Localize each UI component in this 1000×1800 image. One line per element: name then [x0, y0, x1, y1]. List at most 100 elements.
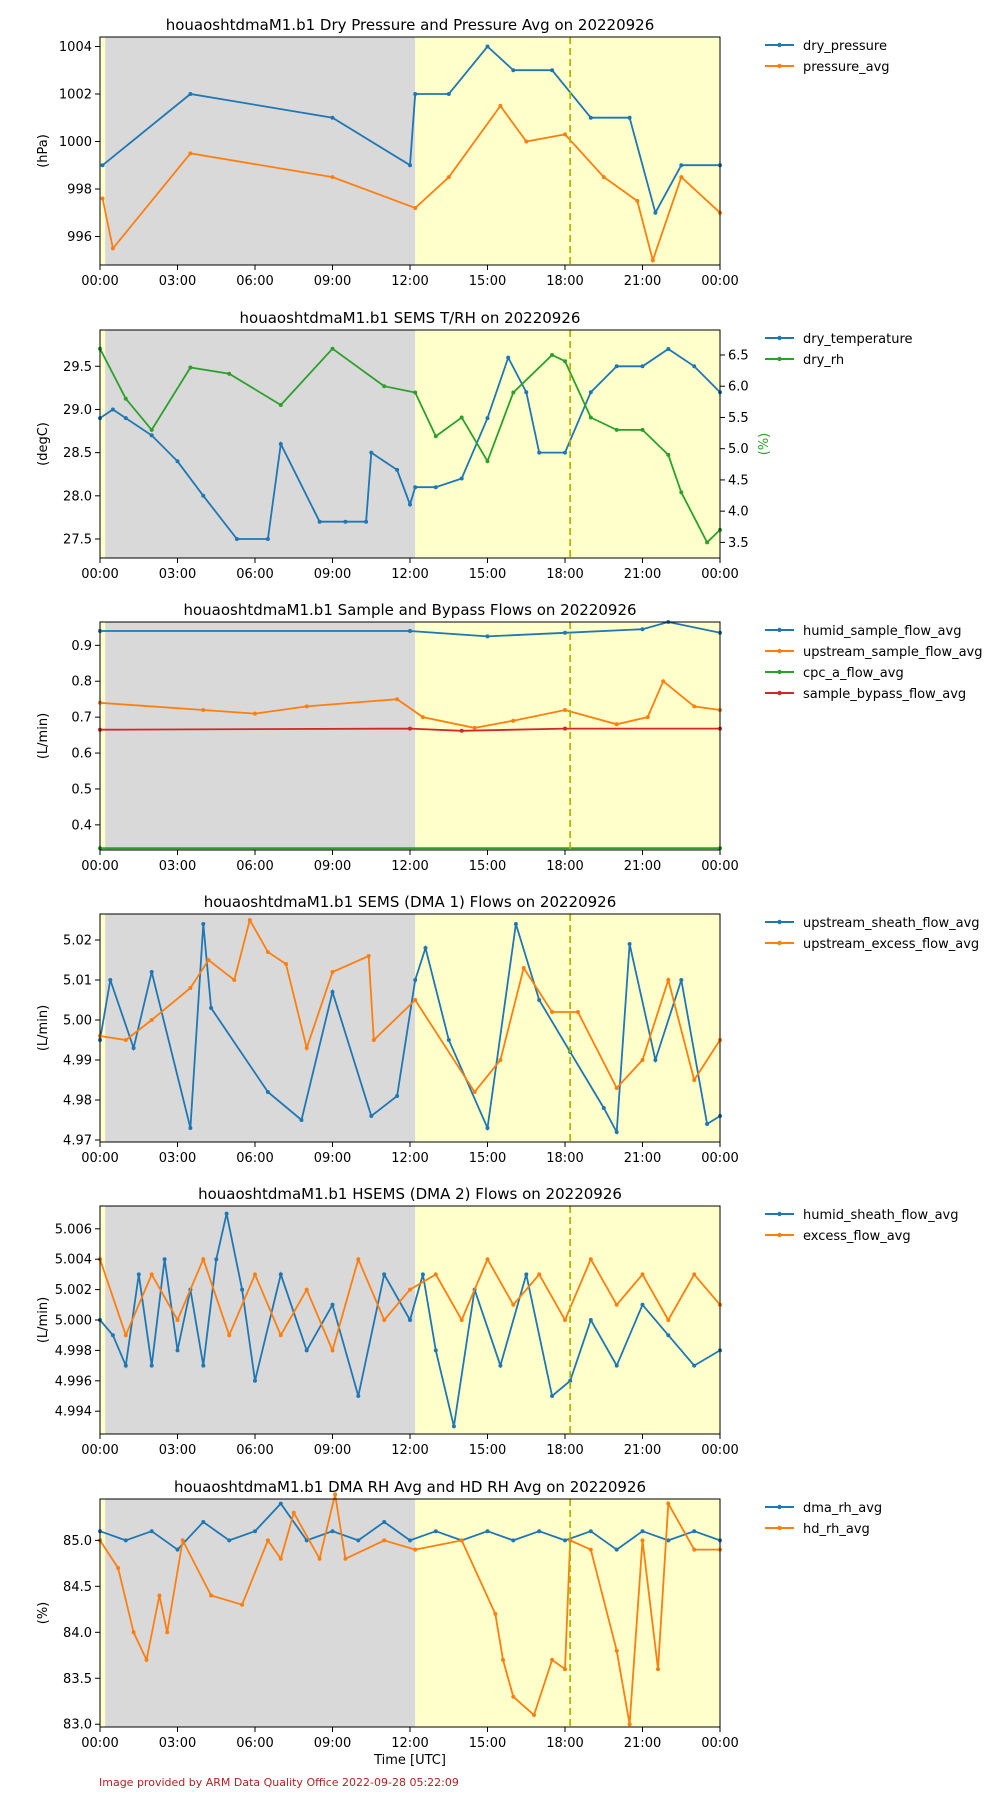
data-point — [679, 490, 684, 495]
series-line-pressure_avg — [101, 104, 721, 264]
data-point — [224, 1211, 229, 1216]
x-tick-label: 00:00 — [701, 274, 738, 289]
day-shading — [415, 622, 720, 850]
legend-marker — [777, 669, 782, 675]
data-point — [614, 722, 619, 727]
chart-title: houaoshtdmaM1.b1 HSEMS (DMA 2) Flows on … — [198, 1185, 622, 1203]
data-point — [413, 1547, 418, 1552]
day-shading — [415, 914, 720, 1142]
legend-marker — [777, 63, 782, 69]
data-point — [330, 990, 335, 994]
data-point — [640, 364, 645, 369]
data-point — [131, 1046, 136, 1050]
x-tick-label: 03:00 — [159, 859, 196, 874]
data-point — [692, 1363, 697, 1368]
data-point — [511, 718, 516, 723]
data-point — [278, 1501, 283, 1506]
chart-panel-6: houaoshtdmaM1.b1 DMA RH Avg and HD RH Av… — [36, 1478, 882, 1768]
data-point — [563, 708, 567, 712]
legend-label-upstream_sheath_flow_avg: upstream_sheath_flow_avg — [803, 916, 980, 931]
data-point — [451, 1424, 456, 1429]
data-point — [563, 1667, 567, 1672]
y-tick-label: 84.0 — [63, 1626, 92, 1641]
y-tick-label: 84.5 — [63, 1580, 92, 1595]
y-tick-label: 29.5 — [63, 360, 92, 375]
data-point — [640, 1302, 645, 1307]
y-tick-label: 27.5 — [63, 533, 92, 548]
chart-panel-3: houaoshtdmaM1.b1 Sample and Bypass Flows… — [36, 601, 983, 874]
data-point — [201, 1363, 206, 1368]
y-axis-label: (L/min) — [36, 1005, 51, 1051]
x-tick-label: 21:00 — [624, 1736, 661, 1751]
series-line-upstream_excess_flow_avg — [99, 917, 721, 1094]
data-point — [513, 922, 518, 926]
x-tick-label: 21:00 — [624, 274, 661, 289]
data-point — [692, 1272, 697, 1277]
y-right-tick-label: 3.5 — [728, 536, 749, 551]
data-point — [232, 978, 237, 982]
legend-label-dry_pressure: dry_pressure — [803, 39, 887, 54]
y-tick-label: 5.02 — [63, 934, 92, 949]
x-tick-label: 06:00 — [236, 1443, 273, 1458]
x-tick-label: 00:00 — [81, 1736, 118, 1751]
y-tick-label: 4.97 — [63, 1134, 92, 1149]
data-point — [550, 1657, 555, 1662]
series-line-dry_pressure — [102, 45, 720, 216]
footer-credit: Image provided by ARM Data Quality Offic… — [99, 1776, 459, 1789]
data-point — [317, 1556, 322, 1561]
data-point — [209, 1593, 214, 1598]
chart-panel-2: houaoshtdmaM1.b1 SEMS T/RH on 20220926 00… — [36, 309, 913, 582]
data-point — [253, 1272, 257, 1277]
data-point — [614, 1086, 619, 1090]
data-point — [423, 946, 428, 950]
data-point — [692, 364, 697, 369]
data-point — [131, 1630, 136, 1635]
x-tick-label: 12:00 — [391, 859, 428, 874]
legend-marker — [777, 1504, 782, 1510]
data-point — [614, 1648, 619, 1653]
data-point — [485, 1529, 490, 1534]
data-point — [149, 1018, 154, 1022]
x-tick-label: 12:00 — [391, 1736, 428, 1751]
data-point — [588, 1529, 593, 1534]
data-point — [265, 1090, 270, 1094]
legend-label-dma_rh_avg: dma_rh_avg — [803, 1501, 882, 1516]
data-point — [459, 728, 464, 733]
data-point — [614, 364, 619, 369]
y-tick-label: 0.8 — [71, 675, 92, 690]
legend-label-humid_sample_flow_avg: humid_sample_flow_avg — [803, 624, 961, 639]
data-point — [485, 44, 490, 49]
data-point — [278, 1556, 283, 1561]
data-point — [123, 416, 128, 421]
data-point — [369, 1114, 374, 1118]
y-axis-label: (hPa) — [36, 134, 51, 168]
data-point — [446, 1038, 451, 1042]
data-point — [640, 1538, 645, 1543]
data-point — [343, 519, 348, 524]
data-point — [433, 434, 438, 439]
data-point — [563, 359, 567, 364]
data-point — [485, 459, 490, 464]
data-point — [201, 1257, 206, 1262]
night-shading — [105, 622, 416, 850]
data-point — [627, 942, 632, 946]
night-shading — [105, 914, 416, 1142]
data-point — [110, 1333, 115, 1338]
x-tick-label: 18:00 — [546, 1151, 583, 1166]
y-tick-label: 83.0 — [63, 1718, 92, 1733]
x-tick-label: 15:00 — [469, 1443, 506, 1458]
data-point — [188, 365, 193, 370]
x-tick-label: 15:00 — [469, 274, 506, 289]
data-point — [413, 92, 418, 96]
data-point — [201, 708, 206, 712]
data-point — [165, 1630, 170, 1635]
data-point — [175, 1318, 180, 1322]
data-point — [588, 1318, 593, 1322]
x-tick-label: 00:00 — [701, 1736, 738, 1751]
legend-marker — [777, 627, 782, 633]
x-tick-label: 09:00 — [314, 1443, 351, 1458]
data-point — [408, 163, 412, 168]
data-point — [206, 958, 211, 962]
legend-label-humid_sheath_flow_avg: humid_sheath_flow_avg — [803, 1208, 959, 1223]
night-shading — [105, 1206, 416, 1434]
